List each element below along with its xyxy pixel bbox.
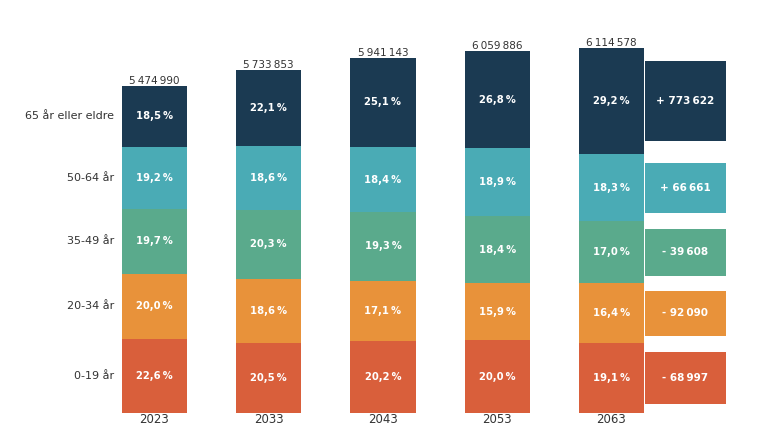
Text: - 39 608: - 39 608: [663, 247, 709, 257]
Bar: [465, 283, 530, 341]
Bar: [122, 209, 187, 273]
Text: + 66 661: + 66 661: [660, 183, 711, 193]
Bar: [465, 341, 530, 413]
FancyBboxPatch shape: [644, 352, 727, 404]
Text: 6 114 578: 6 114 578: [586, 38, 637, 48]
Bar: [465, 51, 530, 148]
Bar: [350, 58, 415, 147]
Text: 6 059 886: 6 059 886: [472, 41, 522, 51]
Text: 18,9 %: 18,9 %: [478, 177, 516, 187]
Bar: [236, 146, 301, 209]
Bar: [236, 71, 301, 146]
Bar: [236, 279, 301, 343]
Text: 20,2 %: 20,2 %: [365, 372, 401, 382]
Text: 0-19 år: 0-19 år: [74, 371, 114, 381]
Text: - 68 997: - 68 997: [663, 373, 709, 383]
Text: 20,5 %: 20,5 %: [250, 373, 287, 383]
Text: 20,3 %: 20,3 %: [250, 240, 287, 249]
Text: 2033: 2033: [254, 413, 283, 426]
Text: 5 733 853: 5 733 853: [243, 60, 294, 71]
Text: 26,8 %: 26,8 %: [478, 95, 515, 104]
Bar: [236, 209, 301, 279]
FancyBboxPatch shape: [644, 291, 727, 336]
Bar: [579, 221, 644, 283]
Bar: [350, 147, 415, 212]
Bar: [465, 148, 530, 216]
Bar: [579, 283, 644, 343]
Bar: [465, 216, 530, 283]
Text: 2063: 2063: [597, 413, 627, 426]
Text: 2053: 2053: [482, 413, 512, 426]
Text: 29,2 %: 29,2 %: [593, 96, 630, 106]
Bar: [350, 212, 415, 281]
Text: 15,9 %: 15,9 %: [478, 307, 516, 317]
Text: 22,1 %: 22,1 %: [250, 103, 287, 113]
Text: 35-49 år: 35-49 år: [67, 237, 114, 246]
Text: 20,0 %: 20,0 %: [479, 372, 515, 382]
Bar: [350, 341, 415, 413]
Bar: [122, 339, 187, 413]
Bar: [122, 147, 187, 209]
Text: 25,1 %: 25,1 %: [365, 98, 402, 108]
Text: 18,4 %: 18,4 %: [364, 175, 402, 184]
Text: 16,4 %: 16,4 %: [593, 308, 630, 318]
Text: 2023: 2023: [140, 413, 169, 426]
Text: 18,6 %: 18,6 %: [250, 173, 287, 183]
Text: 17,1 %: 17,1 %: [364, 306, 402, 316]
Text: 50-64 år: 50-64 år: [67, 173, 114, 183]
Bar: [579, 48, 644, 154]
Text: 19,7 %: 19,7 %: [136, 237, 173, 246]
FancyBboxPatch shape: [644, 61, 727, 141]
Bar: [122, 273, 187, 339]
Text: 22,6 %: 22,6 %: [136, 371, 173, 381]
Bar: [350, 281, 415, 341]
Text: 5 474 990: 5 474 990: [129, 76, 180, 86]
Text: 20,0 %: 20,0 %: [136, 301, 173, 311]
Text: 5 941 143: 5 941 143: [358, 48, 409, 58]
Text: 18,5 %: 18,5 %: [136, 111, 173, 121]
Text: 20-34 år: 20-34 år: [67, 301, 114, 311]
Text: 19,2 %: 19,2 %: [136, 173, 173, 183]
Bar: [236, 343, 301, 413]
Bar: [579, 343, 644, 413]
Text: 65 år eller eldre: 65 år eller eldre: [25, 111, 114, 121]
Text: 19,3 %: 19,3 %: [365, 241, 402, 252]
Bar: [579, 154, 644, 221]
Bar: [122, 86, 187, 147]
Text: 18,4 %: 18,4 %: [478, 245, 516, 255]
FancyBboxPatch shape: [644, 229, 727, 276]
Text: 19,1 %: 19,1 %: [593, 373, 630, 383]
Text: 18,3 %: 18,3 %: [593, 183, 630, 193]
Text: 2043: 2043: [368, 413, 398, 426]
FancyBboxPatch shape: [644, 163, 727, 213]
Text: 17,0 %: 17,0 %: [593, 247, 630, 257]
Text: 18,6 %: 18,6 %: [250, 306, 287, 316]
Text: + 773 622: + 773 622: [657, 96, 714, 106]
Text: - 92 090: - 92 090: [663, 308, 708, 318]
